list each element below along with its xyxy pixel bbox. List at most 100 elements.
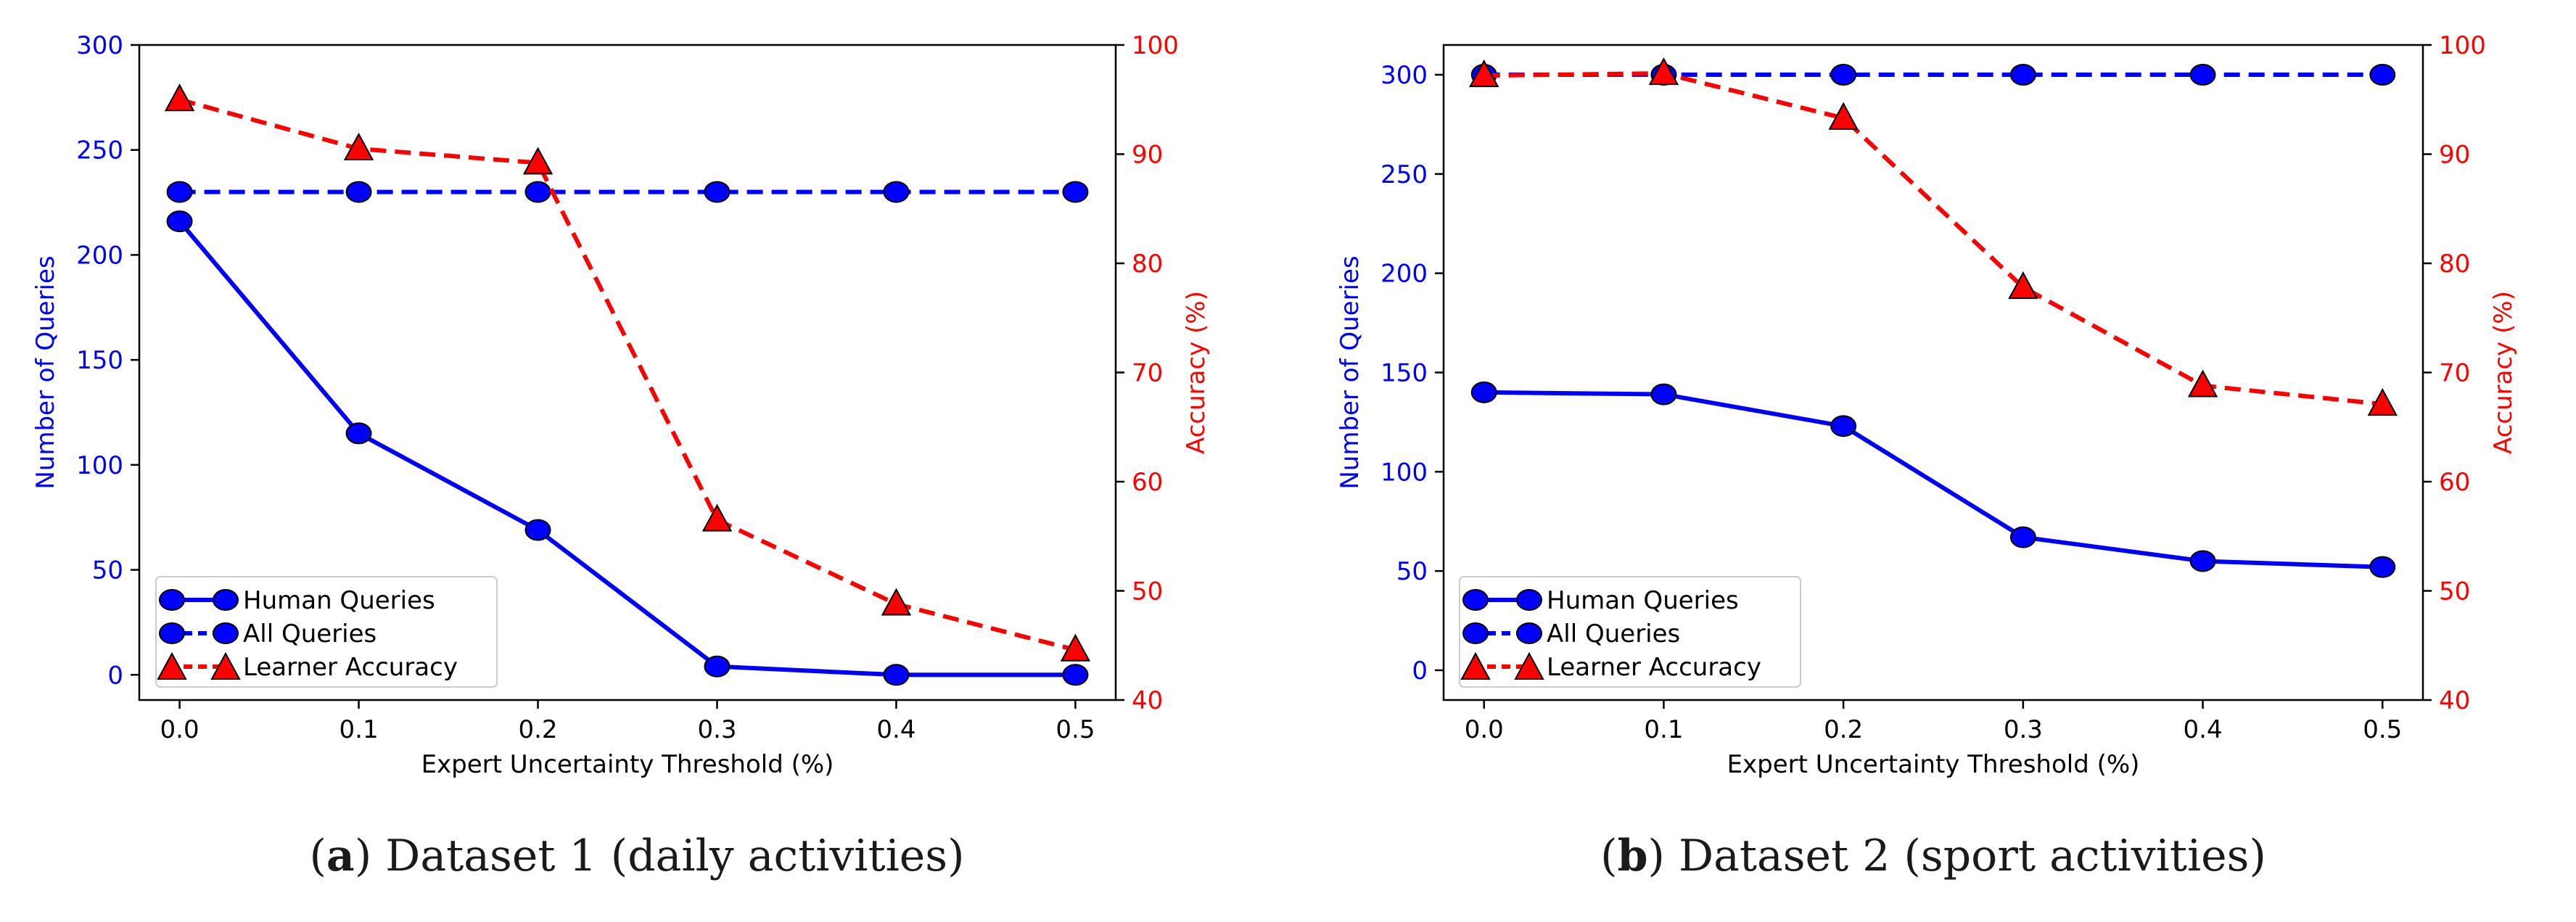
y-right-tick-label: 80: [2439, 250, 2470, 279]
circle-marker: [166, 210, 193, 233]
legend-circle-marker: [159, 622, 185, 644]
circle-marker: [2369, 556, 2396, 578]
circle-marker: [345, 422, 372, 445]
x-tick-label: 0.1: [1644, 715, 1683, 744]
legend-box: [1459, 576, 1801, 688]
legend-triangle-marker: [210, 651, 241, 680]
y-right-tick-label: 90: [1132, 141, 1163, 170]
y-right-tick-label: 100: [1132, 31, 1179, 60]
y-right-tick-label: 80: [1132, 250, 1163, 279]
y-left-tick-label: 250: [76, 136, 123, 165]
y-right-tick-label: 60: [2439, 468, 2470, 497]
y-right-axis-label: Accuracy (%): [1182, 291, 1211, 454]
x-tick-label: 0.4: [876, 715, 915, 744]
y-right-tick-label: 90: [2439, 141, 2470, 170]
legend-circle-marker: [213, 622, 239, 644]
legend-triangle-marker: [1460, 651, 1491, 680]
circle-marker: [2189, 64, 2216, 86]
circle-marker: [2189, 550, 2216, 572]
triangle-marker: [881, 588, 912, 616]
legend-circle-marker: [1462, 622, 1489, 644]
y-left-tick-label: 50: [1396, 557, 1428, 586]
triangle-marker: [2187, 369, 2218, 398]
x-tick-label: 0.5: [1055, 715, 1095, 744]
y-left-tick-label: 0: [107, 661, 123, 690]
y-left-tick-label: 300: [76, 31, 123, 60]
legend-label: All Queries: [1547, 620, 1680, 649]
x-tick-label: 0.4: [2184, 715, 2223, 744]
triangle-marker: [2367, 388, 2398, 416]
y-left-tick-label: 50: [92, 556, 123, 585]
panel-caption-text: Dataset 2 (sport activities): [1679, 831, 2266, 881]
triangle-marker: [701, 503, 733, 532]
triangle-marker: [1060, 633, 1091, 662]
circle-marker: [2009, 526, 2036, 548]
panel-letter: a: [326, 831, 355, 881]
legend-circle-marker: [1516, 589, 1542, 611]
x-tick-label: 0.0: [1465, 715, 1504, 744]
circle-marker: [166, 181, 193, 203]
triangle-marker: [1648, 57, 1679, 86]
x-tick-label: 0.2: [518, 715, 557, 744]
triangle-marker: [2008, 271, 2038, 300]
circle-marker: [1830, 64, 1857, 86]
x-tick-label: 0.2: [1824, 715, 1863, 744]
x-tick-label: 0.0: [160, 715, 199, 744]
triangle-marker: [1828, 102, 1859, 130]
panel-caption: (b) Dataset 2 (sport activities): [1600, 831, 2266, 881]
chart-panel-a: 0 50 100 150 200 250 300 40 50 60 70 80 90 100 0.0 0.1 0…: [31, 31, 1211, 881]
x-axis-label: Expert Uncertainty Threshold (%): [421, 750, 834, 779]
series-human-queries: [166, 210, 1089, 686]
circle-marker: [345, 181, 372, 203]
x-tick-label: 0.3: [697, 715, 736, 744]
legend-box: [155, 576, 498, 688]
circle-marker: [883, 181, 910, 203]
circle-marker: [524, 519, 551, 541]
legend-circle-marker: [1516, 622, 1542, 644]
circle-marker: [704, 181, 731, 203]
legend-circle-marker: [213, 589, 239, 611]
y-right-tick-label: 50: [1132, 577, 1163, 606]
legend-label: Human Queries: [1547, 586, 1739, 615]
x-axis-label: Expert Uncertainty Threshold (%): [1727, 750, 2140, 779]
y-left-tick-label: 100: [76, 451, 123, 480]
y-right-axis-label: Accuracy (%): [2489, 291, 2518, 454]
legend-triangle-marker: [1514, 651, 1544, 680]
y-right-tick-label: 60: [1132, 468, 1163, 497]
panel-caption: (a) Dataset 1 (daily activities): [310, 831, 965, 881]
circle-marker: [1650, 383, 1677, 406]
circle-marker: [1062, 664, 1089, 686]
y-left-tick-label: 100: [1380, 458, 1428, 487]
series-line: [178, 220, 1076, 678]
triangle-marker: [1469, 59, 1499, 88]
circle-marker: [1062, 181, 1089, 203]
chart-panel-b: 0 50 100 150 200 250 300 40 50 60 70 80 90 100 0.0 0.1 0…: [1336, 31, 2518, 881]
circle-marker: [1830, 415, 1857, 437]
legend-label: Learner Accuracy: [243, 653, 458, 682]
triangle-marker: [522, 147, 554, 175]
y-left-axis-label: Number of Queries: [31, 255, 60, 489]
circle-marker: [1470, 381, 1497, 403]
y-right-tick-label: 70: [1132, 359, 1163, 388]
circle-marker: [704, 655, 731, 678]
panel-caption-text: Dataset 1 (daily activities): [385, 831, 964, 881]
legend-circle-marker: [159, 589, 185, 611]
legend-label: Learner Accuracy: [1547, 653, 1761, 682]
circle-marker: [2369, 64, 2396, 86]
legend: Human Queries All Queries Learner Accuracy: [155, 576, 498, 688]
y-right-tick-label: 50: [2439, 577, 2470, 606]
circle-marker: [524, 181, 551, 203]
legend-label: Human Queries: [243, 586, 435, 615]
series-line: [1484, 390, 2383, 569]
legend-circle-marker: [1462, 589, 1489, 611]
series-human-queries: [1470, 381, 2396, 578]
y-left-tick-label: 300: [1380, 61, 1428, 90]
x-tick-label: 0.1: [340, 715, 379, 744]
circle-marker: [2009, 64, 2036, 86]
legend: Human Queries All Queries Learner Accuracy: [1459, 576, 1801, 688]
series-line: [1484, 71, 2383, 407]
y-left-tick-label: 200: [1380, 260, 1428, 289]
x-tick-label: 0.5: [2363, 715, 2402, 744]
y-right-tick-label: 100: [2439, 31, 2486, 60]
legend-label: All Queries: [243, 620, 376, 649]
